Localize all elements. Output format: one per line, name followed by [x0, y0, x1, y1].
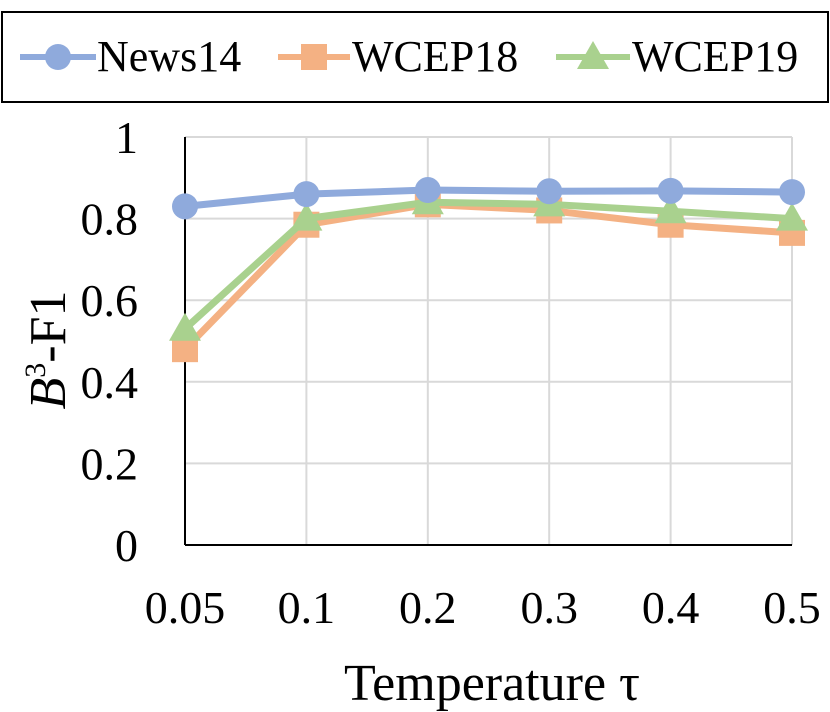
legend-label-news14: News14: [97, 32, 241, 81]
series-news14: [172, 177, 805, 220]
y-axis-title-italic: B: [20, 378, 77, 410]
legend-marker-wcep18: [301, 44, 327, 70]
y-axis-title: B3-F1: [19, 290, 77, 409]
series: [169, 177, 808, 363]
point-wcep19-0-4: [654, 195, 687, 224]
legend-item-wcep19: WCEP19: [556, 32, 798, 81]
point-wcep19-0-05: [169, 312, 201, 341]
y-tick-label-1: 1: [115, 112, 138, 163]
y-axis-title-rest: -F1: [20, 290, 77, 362]
legend-box: [1, 11, 829, 103]
y-tick-label-0: 0: [115, 520, 138, 571]
legend-label-wcep18: WCEP18: [352, 32, 518, 81]
legend: News14 WCEP18 WCEP19: [1, 11, 829, 103]
point-news14-0-2: [414, 177, 441, 204]
y-tick-label-0-8: 0.8: [81, 194, 139, 245]
legend-item-news14: News14: [20, 32, 241, 81]
legend-item-wcep18: WCEP18: [278, 32, 518, 81]
y-tick-labels: 0 0.2 0.4 0.6 0.8 1: [81, 112, 139, 571]
y-axis-title-sup: 3: [19, 363, 52, 378]
x-axis-title: Temperature τ: [344, 655, 640, 712]
legend-marker-wcep19: [577, 41, 609, 69]
point-news14-0-1: [293, 181, 320, 208]
legend-marker-news14: [45, 44, 71, 70]
series-line-wcep18: [182, 200, 793, 352]
y-tick-label-0-4: 0.4: [81, 357, 139, 408]
series-wcep18: [172, 191, 805, 363]
x-tick-label-0-1: 0.1: [278, 582, 336, 633]
x-tick-label-0-5: 0.5: [763, 582, 821, 633]
y-tick-label-0-2: 0.2: [81, 438, 139, 489]
point-news14-0-05: [172, 193, 198, 220]
x-tick-label-0-3: 0.3: [520, 582, 578, 633]
series-line-news14: [184, 186, 793, 210]
series-line-wcep19: [182, 198, 793, 332]
point-wcep19-0-5: [776, 202, 808, 231]
x-tick-labels: 0.05 0.1 0.2 0.3 0.4 0.5: [145, 582, 821, 633]
point-news14-0-3: [536, 178, 563, 205]
point-news14-0-4: [657, 177, 684, 204]
y-tick-label-0-6: 0.6: [81, 275, 139, 326]
legend-label-wcep19: WCEP19: [632, 32, 798, 81]
x-tick-label-0-4: 0.4: [642, 582, 700, 633]
point-wcep19-0-1: [290, 202, 323, 231]
x-tick-label-0-05: 0.05: [145, 582, 226, 633]
point-news14-0-5: [779, 179, 805, 206]
x-tick-label-0-2: 0.2: [399, 582, 457, 633]
